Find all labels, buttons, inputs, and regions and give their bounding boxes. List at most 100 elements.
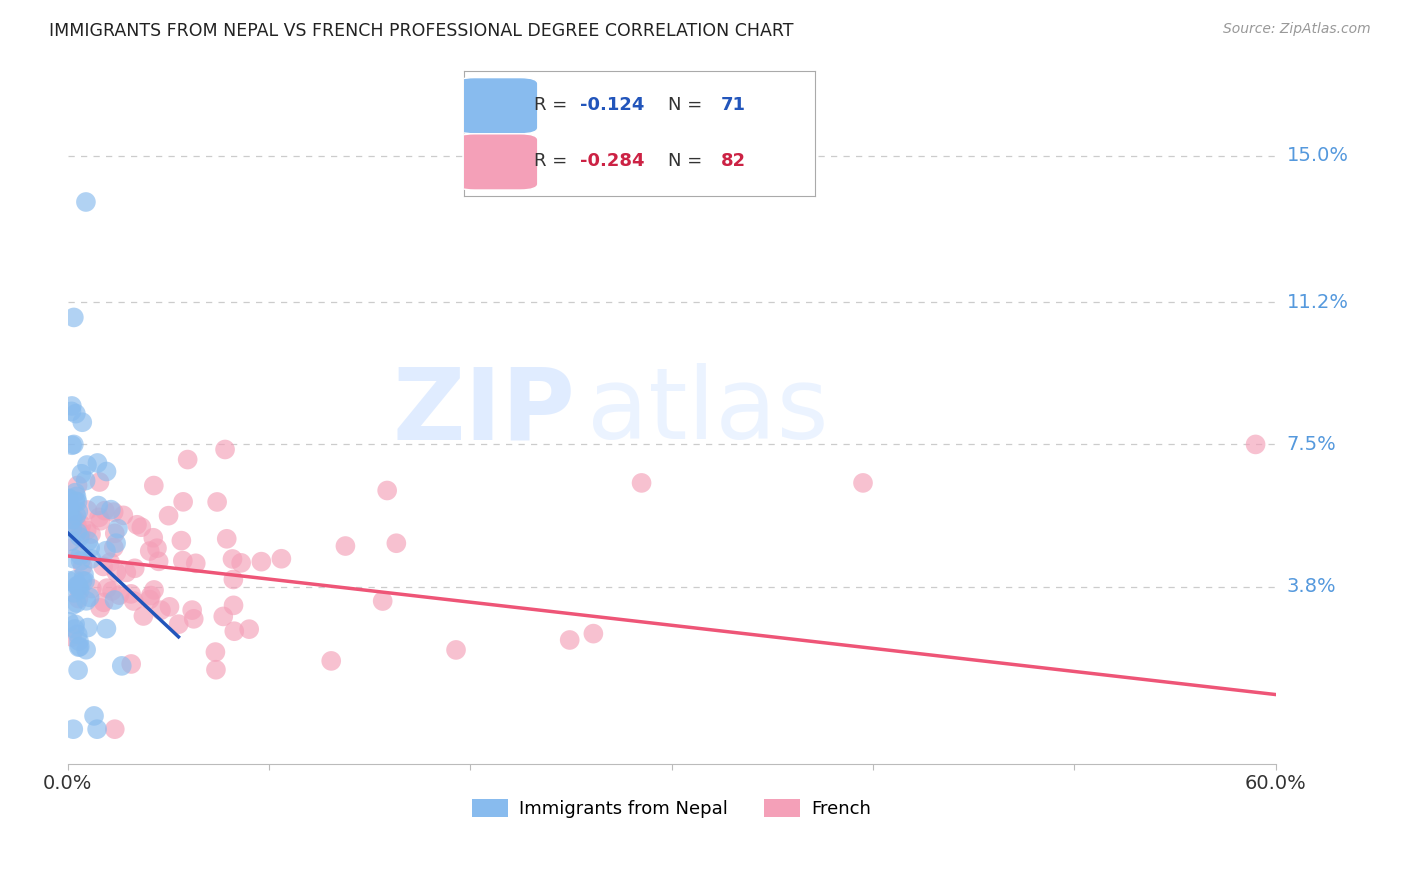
Point	[149, 603, 172, 617]
Point	[76, 621, 98, 635]
Point	[181, 603, 204, 617]
Point	[103, 541, 125, 555]
Point	[63, 617, 86, 632]
Point	[215, 532, 238, 546]
Point	[104, 526, 127, 541]
Point	[56, 500, 79, 515]
Point	[69, 640, 91, 654]
Point	[143, 582, 166, 597]
Point	[76, 458, 98, 472]
Point	[146, 541, 169, 556]
Text: 11.2%: 11.2%	[1286, 293, 1348, 311]
Point	[67, 634, 90, 648]
Point	[66, 627, 89, 641]
Text: 15.0%: 15.0%	[1286, 146, 1348, 165]
Text: R =: R =	[534, 153, 574, 170]
Point	[60, 513, 83, 527]
Point	[582, 626, 605, 640]
Point	[63, 310, 86, 325]
Point	[60, 404, 83, 418]
FancyBboxPatch shape	[457, 134, 538, 190]
Point	[65, 407, 87, 421]
Point	[176, 452, 198, 467]
Point	[70, 518, 93, 533]
Point	[120, 587, 142, 601]
Point	[138, 592, 160, 607]
Point	[335, 539, 357, 553]
Point	[67, 640, 90, 655]
Point	[138, 544, 160, 558]
Text: Source: ZipAtlas.com: Source: ZipAtlas.com	[1223, 22, 1371, 37]
Point	[87, 499, 110, 513]
Point	[100, 502, 122, 516]
Point	[58, 491, 80, 506]
Point	[79, 541, 101, 555]
Point	[93, 595, 115, 609]
Point	[66, 578, 89, 592]
Point	[250, 555, 273, 569]
Point	[58, 574, 80, 588]
Text: N =: N =	[668, 153, 707, 170]
Point	[66, 517, 89, 532]
Point	[66, 478, 89, 492]
Point	[60, 399, 83, 413]
Point	[224, 624, 246, 639]
Point	[69, 554, 91, 568]
Point	[60, 521, 83, 535]
Point	[89, 475, 111, 489]
Point	[80, 527, 103, 541]
Point	[65, 494, 87, 508]
Point	[222, 573, 245, 587]
Point	[70, 467, 93, 481]
Point	[139, 589, 162, 603]
Point	[112, 508, 135, 523]
Point	[103, 505, 125, 519]
Point	[371, 594, 394, 608]
Point	[89, 600, 111, 615]
FancyBboxPatch shape	[457, 78, 538, 134]
Point	[60, 630, 83, 644]
Point	[98, 555, 121, 569]
Point	[65, 573, 87, 587]
Point	[62, 722, 84, 736]
Point	[69, 582, 91, 597]
Point	[69, 530, 91, 544]
Point	[65, 513, 87, 527]
Point	[75, 642, 97, 657]
Point	[59, 504, 82, 518]
Text: N =: N =	[668, 96, 707, 114]
Point	[132, 609, 155, 624]
Point	[65, 485, 87, 500]
Point	[107, 522, 129, 536]
Point	[86, 722, 108, 736]
Point	[444, 643, 467, 657]
Point	[66, 525, 89, 540]
Point	[558, 632, 581, 647]
Point	[75, 594, 97, 608]
Point	[66, 579, 89, 593]
Point	[72, 415, 94, 429]
Point	[122, 594, 145, 608]
Point	[90, 514, 112, 528]
Point	[205, 495, 228, 509]
Text: atlas: atlas	[588, 363, 828, 460]
Point	[148, 554, 170, 568]
Point	[172, 553, 194, 567]
Text: 7.5%: 7.5%	[1286, 435, 1337, 454]
Point	[67, 580, 90, 594]
Point	[159, 599, 181, 614]
Point	[77, 534, 100, 549]
Point	[125, 517, 148, 532]
Point	[69, 549, 91, 563]
Point	[108, 588, 131, 602]
Point	[67, 663, 90, 677]
Text: 3.8%: 3.8%	[1286, 577, 1337, 597]
Point	[183, 612, 205, 626]
Point	[76, 503, 98, 517]
Point	[83, 709, 105, 723]
Point	[63, 437, 86, 451]
Point	[852, 475, 875, 490]
Point	[87, 510, 110, 524]
Point	[62, 512, 84, 526]
Point	[66, 596, 89, 610]
